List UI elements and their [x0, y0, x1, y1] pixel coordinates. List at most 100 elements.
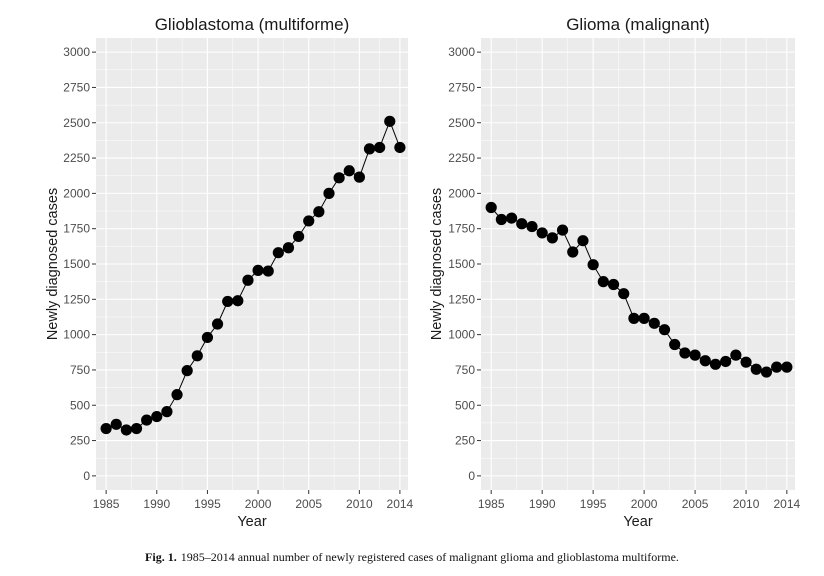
x-axis-label: Year — [623, 514, 652, 530]
y-axis-label: Newly diagnosed cases — [45, 188, 61, 340]
y-tick-label: 1750 — [63, 222, 90, 236]
data-point — [303, 215, 315, 227]
y-tick-label: 2750 — [448, 80, 475, 94]
data-point — [374, 141, 386, 154]
y-tick-label: 1500 — [63, 257, 90, 271]
x-tick-label: 2000 — [245, 497, 272, 511]
data-point — [618, 288, 630, 300]
y-tick-label: 1250 — [448, 292, 475, 306]
data-point — [201, 331, 214, 344]
figure: 0250500750100012501500175020002250250027… — [45, 15, 801, 530]
x-tick-label: 2000 — [631, 497, 658, 511]
y-tick-label: 0 — [83, 469, 90, 483]
x-tick-label: 2010 — [733, 497, 760, 511]
data-point — [597, 276, 609, 288]
data-point — [771, 361, 783, 373]
data-point — [536, 227, 548, 239]
data-point — [363, 143, 376, 155]
data-point — [750, 363, 762, 375]
data-point — [100, 422, 112, 435]
data-point — [495, 213, 507, 226]
y-tick-label: 250 — [70, 434, 90, 448]
data-point — [222, 295, 234, 308]
data-point — [505, 212, 518, 224]
data-point — [485, 201, 497, 214]
x-tick-label: 1995 — [580, 497, 607, 511]
data-point — [181, 365, 193, 377]
y-tick-label: 2500 — [448, 116, 475, 130]
data-point — [669, 338, 681, 351]
data-point — [151, 410, 163, 423]
data-point — [130, 422, 143, 435]
y-tick-label: 2250 — [448, 151, 475, 165]
data-point — [679, 347, 691, 359]
y-tick-label: 250 — [455, 434, 475, 448]
data-point — [781, 361, 793, 373]
data-point — [120, 424, 132, 436]
figure-caption: Fig. 1. 1985–2014 annual number of newly … — [0, 550, 824, 565]
y-tick-label: 2500 — [63, 116, 90, 130]
data-point — [171, 389, 183, 401]
y-tick-label: 750 — [70, 363, 90, 377]
y-tick-label: 1500 — [448, 257, 475, 271]
x-tick-label: 2014 — [773, 497, 800, 511]
data-point — [556, 224, 569, 236]
data-point — [394, 141, 406, 154]
data-point — [526, 220, 538, 233]
x-tick-label: 2005 — [682, 497, 709, 511]
data-point — [546, 232, 558, 244]
y-tick-label: 1000 — [63, 328, 90, 342]
data-point — [353, 171, 365, 183]
y-tick-label: 0 — [468, 469, 475, 483]
chart-title: Glioblastoma (multiforme) — [155, 15, 350, 34]
data-point — [587, 259, 599, 271]
chart-panel-1: 0 250 500 750 1000 1250 1500 1750 2000 2250 2500 27… — [45, 15, 414, 530]
data-point — [252, 264, 264, 276]
data-point — [323, 187, 335, 199]
x-axis-label: Year — [237, 514, 266, 530]
data-point — [720, 355, 732, 368]
caption-label: Fig. 1. — [145, 550, 177, 564]
data-point — [607, 278, 620, 291]
data-point — [658, 324, 671, 336]
data-point — [760, 366, 773, 378]
y-tick-label: 500 — [455, 398, 475, 412]
data-point — [648, 317, 660, 329]
data-point — [313, 206, 325, 218]
y-tick-label: 2000 — [448, 186, 475, 200]
y-tick-label: 1000 — [448, 328, 475, 342]
y-tick-label: 2750 — [63, 80, 90, 94]
data-point — [343, 165, 355, 177]
data-point — [272, 247, 284, 259]
data-point — [516, 218, 528, 230]
data-point — [699, 355, 711, 367]
y-tick-label: 2250 — [63, 151, 90, 165]
x-tick-label: 2010 — [346, 497, 373, 511]
data-point — [110, 418, 122, 430]
data-point — [292, 230, 305, 243]
y-axis-label: Newly diagnosed cases — [429, 188, 445, 340]
data-point — [141, 414, 153, 426]
y-tick-label: 3000 — [448, 45, 475, 59]
data-point — [161, 406, 173, 418]
x-tick-label: 1985 — [93, 497, 120, 511]
data-point — [232, 295, 244, 307]
x-tick-label: 1995 — [194, 497, 221, 511]
y-tick-label: 500 — [70, 398, 90, 412]
data-point — [191, 350, 203, 362]
x-tick-label: 2005 — [295, 497, 322, 511]
chart-title: Glioma (malignant) — [566, 15, 710, 34]
x-tick-label: 1990 — [143, 497, 170, 511]
data-point — [262, 265, 274, 277]
data-point — [740, 356, 752, 368]
data-point — [242, 274, 254, 286]
x-tick-label: 1985 — [478, 497, 505, 511]
y-tick-label: 1750 — [448, 222, 475, 236]
data-point — [689, 349, 701, 361]
data-point — [384, 115, 396, 127]
caption-text: 1985–2014 annual number of newly registe… — [180, 550, 679, 564]
chart-panel-2: 0 250 500 750 1000 1250 1500 1750 2000 2250 2500 27… — [429, 15, 801, 530]
x-tick-label: 1990 — [529, 497, 556, 511]
y-tick-label: 3000 — [63, 45, 90, 59]
data-point — [333, 172, 345, 184]
